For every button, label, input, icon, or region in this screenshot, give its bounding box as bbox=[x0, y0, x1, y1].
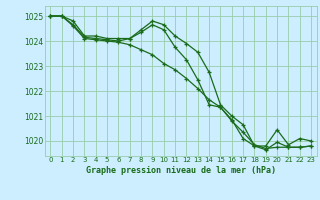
X-axis label: Graphe pression niveau de la mer (hPa): Graphe pression niveau de la mer (hPa) bbox=[86, 166, 276, 175]
